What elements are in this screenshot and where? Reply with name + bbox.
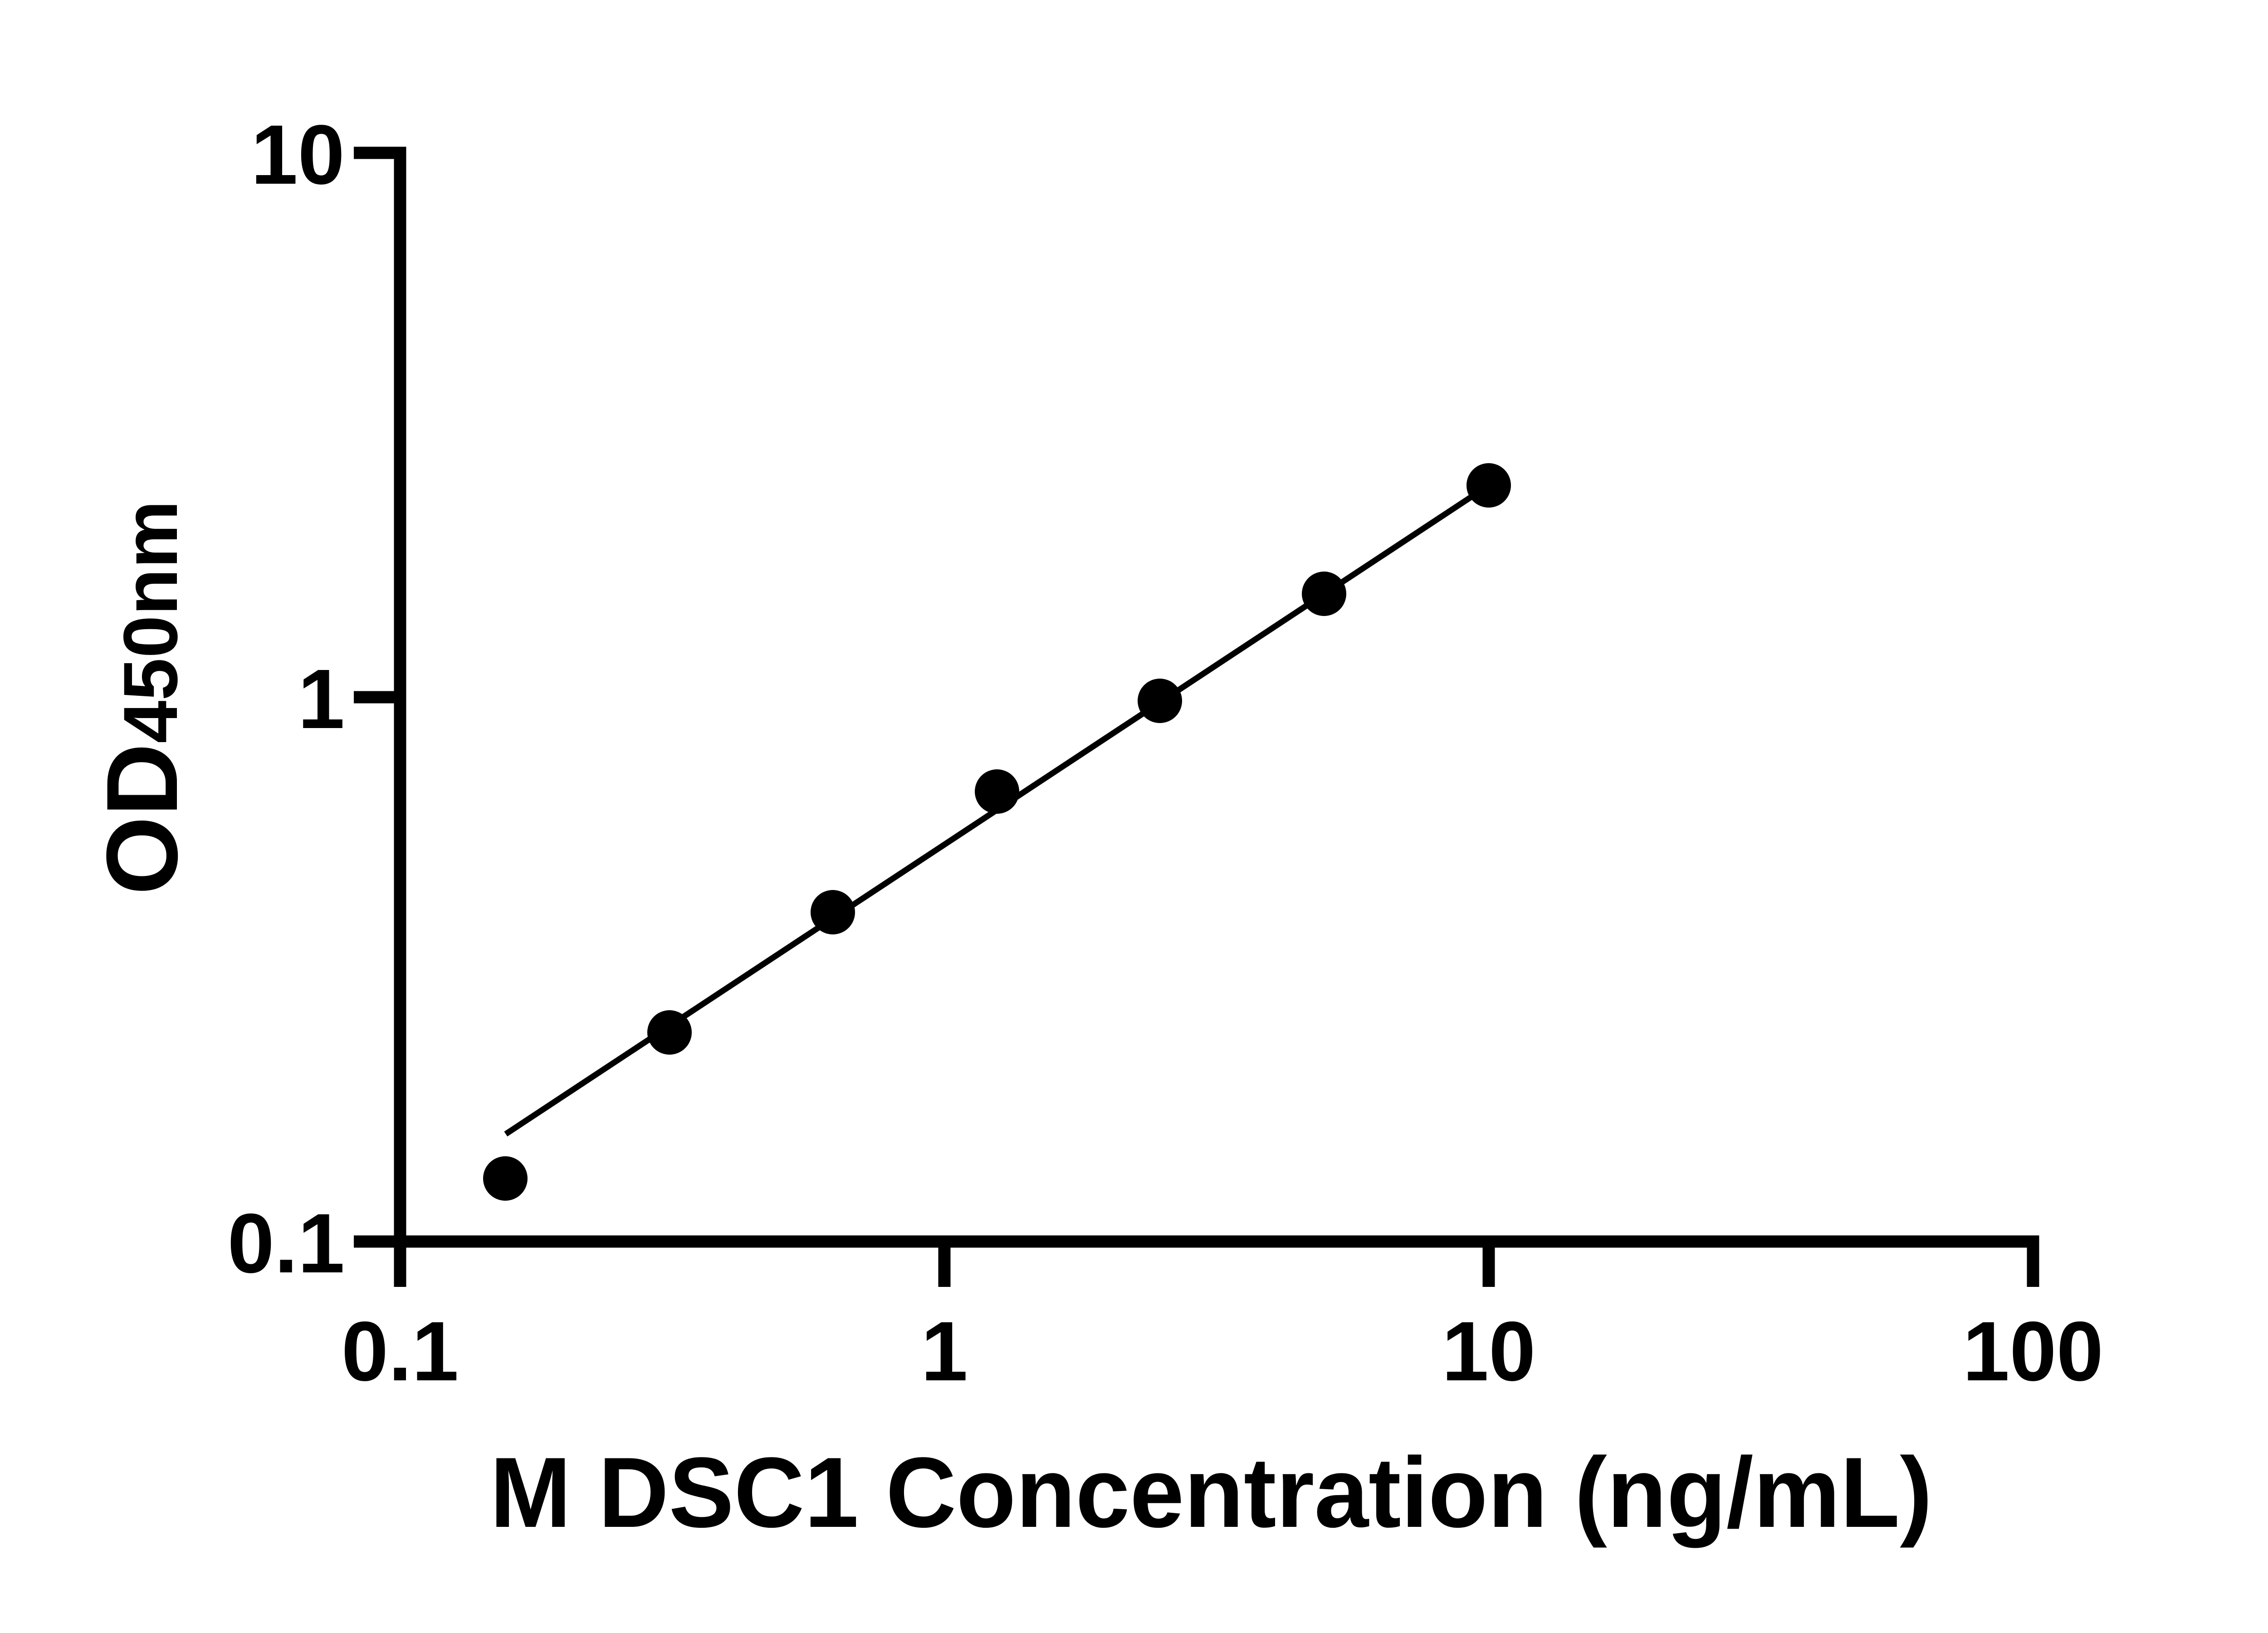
svg-text:1: 1 <box>921 1305 968 1398</box>
svg-text:10: 10 <box>251 108 345 202</box>
svg-text:1: 1 <box>298 652 345 746</box>
svg-text:10: 10 <box>1442 1305 1536 1398</box>
svg-text:100: 100 <box>1963 1305 2103 1398</box>
svg-text:0.1: 0.1 <box>342 1305 459 1398</box>
svg-text:M DSC1 Concentration (ng/mL): M DSC1 Concentration (ng/mL) <box>490 1437 1932 1548</box>
svg-text:OD450nm: OD450nm <box>86 500 199 895</box>
svg-text:0.1: 0.1 <box>227 1197 345 1291</box>
